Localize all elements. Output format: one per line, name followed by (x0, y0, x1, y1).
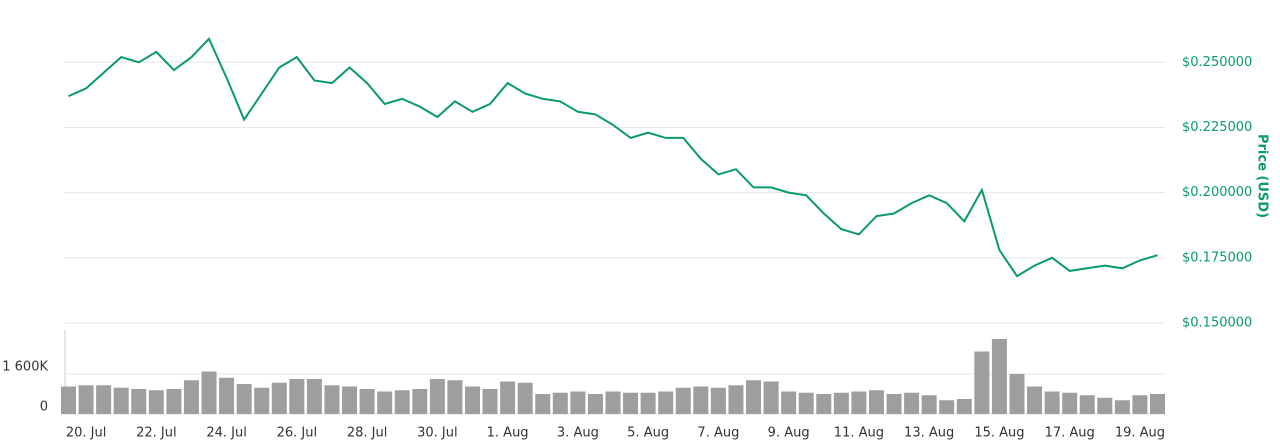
volume-bar (271, 382, 287, 414)
volume-bar (61, 386, 76, 414)
volume-bar (183, 380, 199, 414)
volume-bar (710, 387, 726, 414)
volume-bar (552, 392, 568, 414)
x-tick-label: 13. Aug (904, 426, 954, 441)
y-tick-label: $0.200000 (1182, 185, 1252, 200)
volume-bar (833, 392, 849, 414)
volume-bar (517, 382, 533, 414)
volume-bar (886, 394, 902, 414)
x-tick-label: 1. Aug (487, 426, 529, 441)
volume-bar (693, 386, 709, 414)
volume-bar (640, 392, 656, 414)
volume-bar (816, 394, 832, 414)
volume-bar (306, 379, 322, 414)
volume-bar (763, 381, 779, 414)
volume-bar (675, 387, 691, 414)
volume-bar (500, 381, 516, 414)
volume-bar (570, 391, 586, 414)
volume-bar (113, 387, 129, 414)
volume-bar (587, 394, 603, 414)
x-tick-label: 28. Jul (347, 426, 388, 441)
volume-bar (728, 385, 744, 414)
x-tick-label: 20. Jul (66, 426, 107, 441)
y-tick-label: 1 600K (2, 360, 48, 375)
x-tick-label: 30. Jul (417, 426, 458, 441)
volume-bar (991, 339, 1007, 414)
x-tick-label: 24. Jul (206, 426, 247, 441)
x-tick-label: 17. Aug (1045, 426, 1095, 441)
volume-bar (166, 389, 182, 414)
volume-bar (429, 379, 445, 414)
volume-bar (921, 395, 937, 414)
volume-bar (148, 390, 164, 414)
volume-bar (658, 391, 674, 414)
volume-bar (605, 391, 621, 414)
volume-bar (1114, 400, 1130, 414)
volume-bar (1097, 397, 1113, 414)
volume-bar (289, 379, 305, 414)
volume-bar (464, 386, 480, 414)
volume-bar (868, 390, 884, 414)
x-tick-label: 3. Aug (557, 426, 599, 441)
volume-bar (377, 391, 393, 414)
y-axis-label: Price (USD) (1255, 134, 1270, 218)
x-tick-label: 9. Aug (768, 426, 810, 441)
volume-bar (412, 389, 428, 414)
volume-bar (1009, 374, 1025, 414)
x-tick-label: 11. Aug (834, 426, 884, 441)
volume-bar (956, 399, 972, 414)
volume-bar (324, 385, 340, 414)
volume-bar (798, 392, 814, 414)
x-tick-label: 5. Aug (627, 426, 669, 441)
volume-bar (1150, 394, 1165, 414)
volume-bar (78, 385, 94, 414)
volume-bar (236, 384, 252, 414)
volume-bar (131, 389, 147, 414)
y-tick-label: $0.250000 (1182, 55, 1252, 70)
y-tick-label: $0.175000 (1182, 250, 1252, 265)
x-tick-label: 7. Aug (697, 426, 739, 441)
y-tick-label: $0.150000 (1182, 316, 1252, 331)
volume-bar (851, 391, 867, 414)
volume-bar (781, 391, 797, 414)
y-tick-label: $0.225000 (1182, 120, 1252, 135)
volume-bar (254, 387, 270, 414)
volume-bar (1079, 395, 1095, 414)
volume-bar (447, 380, 463, 414)
volume-bar (939, 400, 955, 414)
volume-bar (904, 392, 920, 414)
volume-bar (623, 392, 639, 414)
volume-bar (1027, 386, 1043, 414)
x-tick-label: 15. Aug (974, 426, 1024, 441)
volume-bar (482, 389, 498, 414)
x-tick-label: 26. Jul (277, 426, 318, 441)
x-tick-label: 22. Jul (136, 426, 177, 441)
volume-bar (746, 380, 762, 414)
volume-bar (535, 394, 551, 414)
volume-bar (201, 371, 217, 414)
price-line (68, 37, 1158, 278)
volume-bar (974, 351, 990, 414)
volume-bar (1044, 391, 1060, 414)
x-tick-label: 19. Aug (1115, 426, 1165, 441)
volume-bar (96, 385, 112, 414)
volume-bar (359, 389, 375, 414)
volume-bar (1062, 392, 1078, 414)
volume-bar (219, 377, 235, 414)
y-tick-label: 0 (40, 400, 48, 415)
volume-bar (342, 386, 358, 414)
volume-bar (1132, 395, 1148, 414)
volume-bar (394, 390, 410, 414)
